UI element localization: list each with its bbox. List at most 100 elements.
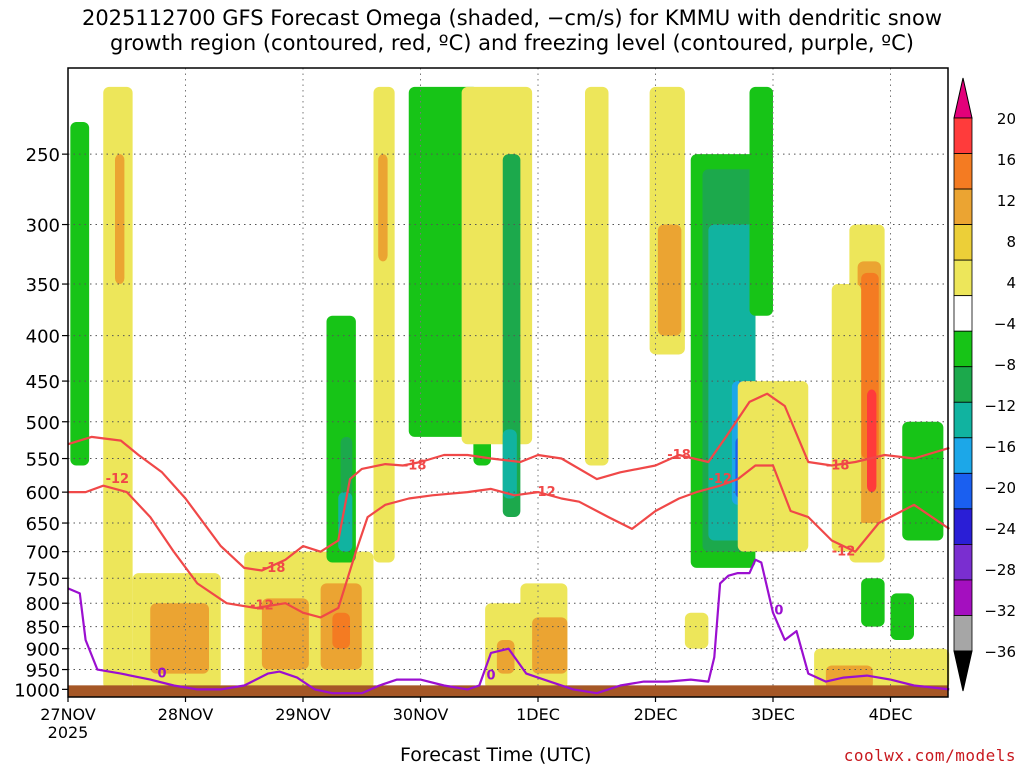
contour-layer: -18 -18 -18 -18 -12 -12 -12 -12 -12 0 0 0	[67, 392, 950, 695]
colorbar-label-0: 20	[997, 110, 1016, 128]
shaded-area-10	[378, 154, 388, 262]
y-tick-label-600: 600	[26, 483, 60, 504]
shaded-area-16	[461, 86, 533, 445]
axes-layer: 2503003504004505005506006507007508008509…	[14, 145, 912, 742]
shaded-area-6	[261, 598, 309, 670]
shaded-area-20	[532, 617, 568, 674]
contour-label-1-4: -12	[832, 545, 856, 560]
colorbar-label-7: −12	[984, 397, 1016, 415]
x-tick-label-27NOV: 27NOV	[40, 705, 96, 724]
x-tick-label-4DEC: 4DEC	[869, 705, 913, 724]
shaded-area-25	[657, 224, 682, 336]
shaded-area-0	[103, 86, 133, 690]
colorbar-label-2: 12	[997, 192, 1016, 210]
shaded-area-21	[502, 154, 521, 518]
shaded-area-40	[902, 421, 944, 541]
x-tick-label-29NOV: 29NOV	[275, 705, 331, 724]
chart-title: 2025112700 GFS Forecast Omega (shaded, −…	[0, 6, 1024, 56]
colorbar-label-5: −4	[994, 315, 1016, 333]
colorbar-bin-11	[953, 472, 973, 510]
colorbar-label-11: −28	[984, 561, 1016, 579]
colorbar-label-10: −24	[984, 520, 1016, 538]
colorbar-bin-6	[953, 295, 973, 332]
shaded-area-42	[890, 593, 914, 641]
colorbar-label-3: 8	[1006, 233, 1016, 251]
colorbar-bin-10	[953, 437, 973, 474]
colorbar-label-6: −8	[994, 356, 1016, 374]
y-tick-label-400: 400	[26, 327, 60, 348]
colorbar-bin-1	[953, 117, 973, 154]
colorbar: 20 16 12 8 4 −4 −8 −12 −16 −20 −24 −28 −32 −36	[953, 77, 1016, 692]
title-line-2: growth region (contoured, red, ºC) and f…	[110, 31, 914, 55]
shaded-area-1	[115, 154, 125, 285]
y-tick-label-1000: 1000	[14, 680, 60, 701]
contour-line-1	[68, 464, 950, 619]
colorbar-label-1: 16	[997, 151, 1016, 169]
shaded-area-32	[684, 612, 709, 649]
frame-border	[67, 67, 949, 698]
y-tick-label-300: 300	[26, 216, 60, 237]
colorbar-bin-15	[953, 615, 973, 652]
shaded-area-4	[70, 121, 90, 466]
colorbar-bin-13	[953, 544, 973, 581]
y-tick-label-950: 950	[26, 661, 60, 682]
shaded-area-13	[338, 492, 353, 552]
y-tick-label-750: 750	[26, 569, 60, 590]
shaded-area-22	[502, 429, 517, 499]
colorbar-label-8: −16	[984, 438, 1016, 456]
y-tick-label-900: 900	[26, 640, 60, 661]
ground-strip	[68, 685, 948, 697]
contour-line-0	[67, 392, 950, 572]
shaded-area-3	[150, 603, 209, 674]
shaded-area-23	[585, 86, 609, 466]
contour-label-0-3: -18	[826, 459, 850, 474]
credit-text: coolwx.com/models	[843, 746, 1016, 765]
colorbar-bin-8	[953, 366, 973, 403]
colorbar-bin-12	[953, 508, 973, 545]
y-tick-label-650: 650	[26, 514, 60, 535]
x-tick-label-1DEC: 1DEC	[516, 705, 560, 724]
x-tick-label-30NOV: 30NOV	[393, 705, 449, 724]
y-tick-label-800: 800	[26, 594, 60, 615]
y-tick-label-250: 250	[26, 145, 60, 166]
contour-label-1-3: -12	[708, 472, 732, 487]
shaded-area-39	[867, 389, 877, 493]
contour-label-2-2: 0	[774, 603, 783, 618]
y-tick-label-700: 700	[26, 543, 60, 564]
y-tick-label-350: 350	[26, 275, 60, 296]
colorbar-bin-3	[953, 188, 973, 225]
shaded-area-18	[496, 640, 515, 674]
contour-label-2-0: 0	[157, 667, 166, 682]
shaded-area-41	[861, 578, 885, 627]
y-tick-label-500: 500	[26, 413, 60, 434]
colorbar-label-13: −36	[984, 643, 1016, 661]
colorbar-bin-5	[953, 259, 973, 297]
contour-line-2	[67, 558, 950, 695]
contour-label-2-1: 0	[486, 669, 495, 684]
x-tick-sublabel-27NOV: 2025	[48, 723, 89, 742]
shaded-area-31	[749, 86, 773, 316]
contour-label-0-0: -18	[403, 459, 427, 474]
shaded-area-43	[831, 284, 862, 552]
contour-label-0-2: -18	[667, 448, 691, 463]
y-tick-label-450: 450	[26, 372, 60, 393]
contour-label-0-1: -18	[262, 561, 286, 576]
colorbar-label-12: −32	[984, 602, 1016, 620]
shaded-omega-layer	[70, 86, 950, 690]
plot-frame	[67, 67, 949, 698]
colorbar-label-9: −20	[984, 479, 1016, 497]
colorbar-bin-2	[953, 153, 973, 190]
colorbar-bin-9	[953, 401, 973, 439]
x-tick-label-28NOV: 28NOV	[158, 705, 214, 724]
colorbar-bin-7	[953, 330, 973, 368]
x-axis-title: Forecast Time (UTC)	[400, 744, 592, 766]
y-tick-label-850: 850	[26, 618, 60, 639]
contour-label-1-1: -12	[250, 599, 274, 614]
colorbar-top-arrow	[953, 77, 973, 119]
ground-layer	[68, 685, 948, 697]
contour-label-1-0: -12	[106, 472, 130, 487]
y-tick-label-550: 550	[26, 450, 60, 471]
colorbar-label-4: 4	[1006, 274, 1016, 292]
x-tick-label-3DEC: 3DEC	[751, 705, 795, 724]
